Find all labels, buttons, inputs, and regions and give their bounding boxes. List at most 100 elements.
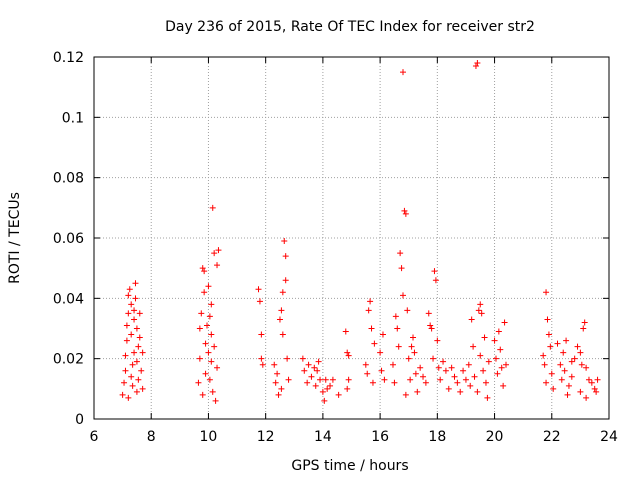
data-point xyxy=(196,355,203,362)
data-point xyxy=(135,376,142,383)
data-point xyxy=(541,361,548,368)
data-point xyxy=(123,337,130,344)
data-point xyxy=(468,316,475,323)
data-point xyxy=(208,358,215,365)
data-point xyxy=(335,391,342,398)
data-point xyxy=(271,361,278,368)
data-point xyxy=(470,343,477,350)
data-point xyxy=(437,376,444,383)
data-point xyxy=(578,361,585,368)
data-point xyxy=(259,361,266,368)
data-point xyxy=(132,295,139,302)
data-point xyxy=(301,367,308,374)
data-point xyxy=(498,364,505,371)
data-point xyxy=(540,352,547,359)
data-point xyxy=(400,292,406,299)
data-point xyxy=(125,394,132,401)
data-point xyxy=(395,343,402,350)
data-point xyxy=(199,391,206,398)
y-tick-label: 0.08 xyxy=(53,171,84,187)
data-point xyxy=(477,301,484,308)
data-point xyxy=(196,325,203,332)
data-point xyxy=(282,277,289,284)
data-point xyxy=(574,343,581,350)
data-point xyxy=(410,334,417,341)
data-point xyxy=(206,376,213,383)
data-point xyxy=(448,364,455,371)
data-point xyxy=(122,352,129,359)
data-point xyxy=(492,355,499,362)
data-point xyxy=(407,376,414,383)
data-point xyxy=(371,340,378,347)
x-tick-label: 10 xyxy=(200,429,218,445)
data-point xyxy=(484,394,491,401)
data-point xyxy=(215,247,222,254)
data-point xyxy=(402,391,409,398)
data-point xyxy=(430,355,437,362)
data-point xyxy=(422,379,429,386)
data-point xyxy=(547,343,554,350)
data-point xyxy=(284,355,291,362)
data-point xyxy=(364,370,371,377)
data-point xyxy=(561,367,568,374)
data-point xyxy=(558,376,565,383)
data-point xyxy=(133,325,140,332)
data-point xyxy=(256,298,263,305)
data-point xyxy=(428,325,435,332)
data-point xyxy=(412,370,419,377)
data-point xyxy=(258,355,265,362)
data-point xyxy=(139,349,146,356)
data-points xyxy=(119,60,601,404)
data-point xyxy=(272,379,279,386)
data-point xyxy=(126,286,133,293)
data-point xyxy=(454,379,461,386)
data-point xyxy=(129,361,136,368)
data-point xyxy=(548,370,555,377)
data-point xyxy=(128,373,135,380)
data-point xyxy=(319,388,326,395)
data-point xyxy=(577,388,584,395)
data-point xyxy=(480,367,487,374)
data-point xyxy=(308,373,315,380)
data-point xyxy=(474,60,481,67)
data-point xyxy=(131,349,138,356)
data-point xyxy=(563,337,570,344)
data-point xyxy=(317,376,324,383)
data-point xyxy=(321,397,328,404)
data-point xyxy=(583,394,590,401)
data-point xyxy=(278,385,285,392)
data-point xyxy=(564,391,571,398)
y-tick-label: 0 xyxy=(75,412,84,428)
data-point xyxy=(442,367,449,374)
data-point xyxy=(367,298,374,305)
data-point xyxy=(324,385,331,392)
data-point xyxy=(377,349,384,356)
data-point xyxy=(285,376,292,383)
x-tick-label: 14 xyxy=(314,429,332,445)
data-point xyxy=(195,379,202,386)
data-point xyxy=(208,301,215,308)
data-point xyxy=(577,349,584,356)
data-point xyxy=(138,367,145,374)
data-point xyxy=(121,379,128,386)
data-point xyxy=(588,379,595,386)
data-point xyxy=(401,207,408,214)
grid-layer xyxy=(94,57,609,419)
data-point xyxy=(211,343,218,350)
data-point xyxy=(276,316,283,323)
x-tick-label: 12 xyxy=(257,429,275,445)
x-tick-label: 6 xyxy=(90,429,99,445)
data-point xyxy=(136,334,143,341)
data-point xyxy=(594,376,601,383)
data-point xyxy=(440,358,447,365)
data-point xyxy=(314,367,321,374)
data-point xyxy=(420,373,427,380)
data-point xyxy=(128,331,135,338)
data-point xyxy=(398,265,405,272)
data-point xyxy=(275,391,282,398)
data-point xyxy=(206,313,213,320)
x-tick-label: 22 xyxy=(543,429,561,445)
data-point xyxy=(557,361,564,368)
data-point xyxy=(327,382,334,389)
data-point xyxy=(400,69,406,76)
